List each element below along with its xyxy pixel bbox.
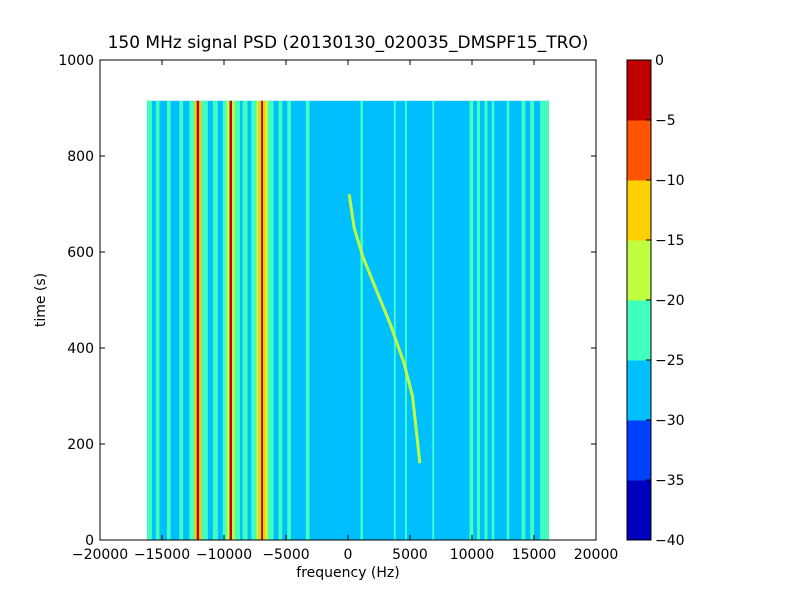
heatmap-band bbox=[521, 100, 526, 541]
heatmap-band bbox=[476, 100, 481, 541]
heatmap-band bbox=[484, 100, 488, 541]
heatmap-band bbox=[199, 100, 202, 541]
y-tick-label: 0 bbox=[85, 533, 94, 549]
chart-title: 150 MHz signal PSD (20130130_020035_DMSP… bbox=[108, 33, 589, 53]
heatmap-band bbox=[405, 100, 407, 541]
heatmap-band bbox=[268, 100, 274, 541]
heatmap-band bbox=[506, 100, 510, 541]
heatmap-band bbox=[256, 100, 259, 541]
heatmap-band bbox=[305, 100, 310, 541]
heatmap-band bbox=[232, 100, 236, 541]
y-tick-label: 400 bbox=[67, 341, 94, 357]
x-tick-label: −5000 bbox=[262, 547, 309, 563]
x-axis: −20000 −15000 −10000 −5000 0 5000 10000 15000 20… bbox=[72, 60, 618, 563]
colorbar-tick-label: −10 bbox=[655, 173, 685, 189]
heatmap-band bbox=[265, 100, 269, 541]
heatmap-band bbox=[261, 100, 264, 541]
x-tick-label: −10000 bbox=[196, 547, 252, 563]
heatmap-band bbox=[432, 100, 435, 541]
heatmap-layer bbox=[147, 100, 549, 541]
heatmap-band bbox=[235, 100, 241, 541]
heatmap-band bbox=[222, 100, 227, 541]
colorbar-tick-label: −25 bbox=[655, 353, 685, 369]
heatmap-band bbox=[189, 100, 195, 541]
colorbar-segment bbox=[627, 360, 651, 421]
colorbar-tick-label: −30 bbox=[655, 413, 685, 429]
heatmap-band bbox=[155, 100, 160, 541]
colorbar-segment bbox=[627, 480, 651, 541]
heatmap-band bbox=[491, 100, 495, 541]
heatmap-band bbox=[201, 100, 208, 541]
heatmap-band bbox=[166, 100, 171, 541]
y-tick-label: 800 bbox=[67, 149, 94, 165]
x-tick-label: 10000 bbox=[450, 547, 495, 563]
x-tick-label: −20000 bbox=[72, 547, 128, 563]
colorbar-segment bbox=[627, 120, 651, 181]
colorbar-tick-label: −20 bbox=[655, 293, 685, 309]
y-tick-label: 600 bbox=[67, 245, 94, 261]
doppler-trace bbox=[347, 194, 422, 464]
heatmap-band bbox=[226, 100, 230, 541]
x-tick-label: 20000 bbox=[574, 547, 619, 563]
y-axis: 0 200 400 600 800 1000 bbox=[58, 53, 596, 549]
x-tick-label: 15000 bbox=[512, 547, 557, 563]
heatmap-band bbox=[194, 100, 197, 541]
colorbar-segment bbox=[627, 60, 651, 121]
heatmap-band bbox=[179, 100, 184, 541]
colorbar-tick-label: 0 bbox=[655, 53, 664, 69]
heatmap-band bbox=[278, 100, 283, 541]
colorbar-tick-label: −40 bbox=[655, 533, 685, 549]
heatmap-band bbox=[540, 100, 549, 541]
y-tick-label: 200 bbox=[67, 437, 94, 453]
heatmap-band bbox=[147, 100, 153, 541]
heatmap-band bbox=[393, 100, 396, 541]
colorbar-segment bbox=[627, 420, 651, 481]
heatmap-band bbox=[469, 100, 474, 541]
x-tick-label: 0 bbox=[344, 547, 353, 563]
heatmap-band bbox=[196, 100, 200, 541]
colorbar-tick-label: −35 bbox=[655, 473, 685, 489]
heatmap-band bbox=[530, 100, 534, 541]
heatmap-band bbox=[242, 100, 248, 541]
heatmap-band bbox=[251, 100, 257, 541]
colorbar: −40 −35 −30 −25 −20 −15 −10 −5 0 bbox=[626, 53, 685, 549]
colorbar-tick-label: −5 bbox=[655, 113, 676, 129]
x-tick-label: 5000 bbox=[392, 547, 428, 563]
y-axis-label: time (s) bbox=[33, 273, 49, 327]
heatmap-band bbox=[360, 100, 363, 541]
heatmap-band bbox=[258, 100, 262, 541]
colorbar-tick-label: −15 bbox=[655, 233, 685, 249]
heatmap-band bbox=[263, 100, 266, 541]
colorbar-segment bbox=[627, 180, 651, 241]
x-axis-label: frequency (Hz) bbox=[296, 565, 399, 581]
x-tick-label: −15000 bbox=[134, 547, 190, 563]
heatmap-band bbox=[212, 100, 218, 541]
colorbar-segment bbox=[627, 300, 651, 361]
y-tick-label: 1000 bbox=[58, 53, 94, 69]
heatmap-band bbox=[229, 100, 233, 541]
colorbar-segment bbox=[627, 240, 651, 301]
heatmap-band bbox=[287, 100, 291, 541]
